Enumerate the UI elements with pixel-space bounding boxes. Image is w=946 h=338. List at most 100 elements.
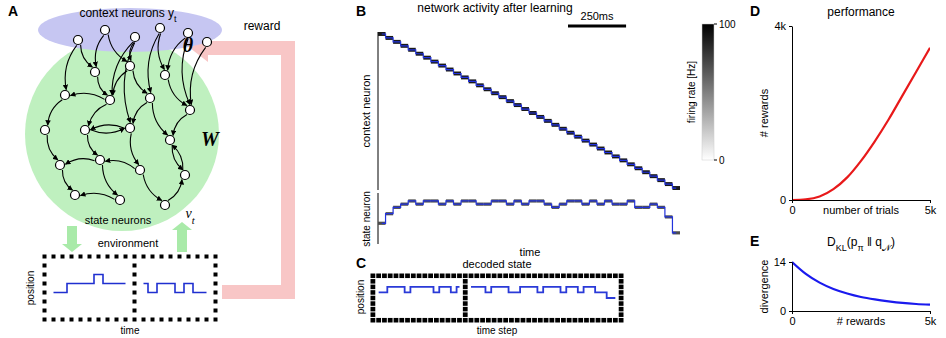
label-part: t bbox=[192, 215, 196, 226]
wall bbox=[405, 274, 410, 279]
wall bbox=[376, 318, 381, 323]
wall bbox=[43, 255, 47, 259]
environment-label: environment bbox=[98, 237, 159, 249]
wall bbox=[422, 274, 427, 279]
wall bbox=[70, 255, 74, 259]
wall bbox=[371, 318, 376, 323]
wall bbox=[573, 274, 578, 279]
neuron bbox=[203, 38, 212, 47]
connection bbox=[172, 145, 183, 170]
context-trace bbox=[382, 34, 676, 188]
wall bbox=[52, 255, 56, 259]
state-trace bbox=[382, 201, 676, 233]
connection bbox=[70, 93, 104, 99]
neuron bbox=[161, 201, 170, 210]
connection bbox=[62, 170, 72, 190]
wall bbox=[388, 274, 393, 279]
connection bbox=[89, 104, 107, 126]
wall bbox=[590, 274, 595, 279]
wall bbox=[446, 274, 451, 279]
label-part: ) bbox=[891, 235, 895, 249]
wall bbox=[371, 301, 376, 306]
wall bbox=[532, 318, 537, 323]
wall bbox=[463, 318, 468, 323]
title: network activity after learning bbox=[417, 1, 572, 15]
wall bbox=[492, 274, 497, 279]
episode-boundary bbox=[463, 312, 468, 317]
wall bbox=[371, 274, 376, 279]
wall bbox=[399, 318, 404, 323]
wall bbox=[521, 318, 526, 323]
wall bbox=[205, 255, 209, 259]
wall bbox=[411, 274, 416, 279]
neuron bbox=[126, 62, 135, 71]
wall bbox=[619, 296, 624, 301]
wall bbox=[486, 318, 491, 323]
tick: 0 bbox=[780, 305, 792, 317]
wall bbox=[394, 274, 399, 279]
wall bbox=[214, 282, 218, 286]
label-part: context neurons y bbox=[79, 6, 174, 20]
wall bbox=[561, 274, 566, 279]
tick-label: 0 bbox=[789, 315, 795, 327]
label-part: (p bbox=[847, 235, 858, 249]
wall bbox=[463, 274, 468, 279]
wall bbox=[142, 255, 146, 259]
raster-plot bbox=[378, 32, 680, 234]
panel-b: Bnetwork activity after learning250mscon… bbox=[356, 1, 736, 258]
y-axis: 0 14 bbox=[774, 256, 793, 317]
connection bbox=[47, 135, 58, 160]
connection bbox=[81, 45, 93, 67]
wall bbox=[469, 274, 474, 279]
wall bbox=[509, 274, 514, 279]
axis-line bbox=[378, 193, 379, 244]
neuron bbox=[181, 171, 190, 180]
wall bbox=[613, 274, 618, 279]
wall bbox=[52, 318, 56, 322]
figure: Acontext neurons ytWθrewardstate neurons… bbox=[0, 0, 946, 338]
connection bbox=[105, 160, 134, 168]
wall bbox=[601, 318, 606, 323]
axis-title: position bbox=[355, 280, 366, 314]
context-label: context neurons yt bbox=[79, 6, 177, 24]
neuron bbox=[116, 196, 125, 205]
connection bbox=[108, 35, 127, 62]
wall bbox=[521, 274, 526, 279]
neuron bbox=[61, 91, 70, 100]
wall bbox=[178, 318, 182, 322]
trajectory bbox=[54, 275, 207, 293]
tick-mark bbox=[930, 200, 931, 203]
wall bbox=[133, 255, 137, 259]
tick: 14 bbox=[774, 256, 792, 268]
neuron bbox=[131, 33, 140, 42]
wall bbox=[124, 318, 128, 322]
wall bbox=[457, 318, 462, 323]
wall bbox=[555, 318, 560, 323]
data-line bbox=[792, 262, 930, 305]
connection bbox=[158, 33, 164, 69]
connection bbox=[90, 125, 124, 130]
tick: 0 bbox=[789, 200, 795, 216]
connection bbox=[95, 35, 103, 66]
wall bbox=[619, 301, 624, 306]
episode-boundary bbox=[133, 309, 137, 313]
axis-line bbox=[378, 32, 379, 190]
tick: 4k bbox=[774, 20, 792, 32]
connection bbox=[133, 71, 147, 94]
wall bbox=[619, 290, 624, 295]
neuron bbox=[156, 24, 165, 33]
wall bbox=[515, 318, 520, 323]
wall bbox=[61, 318, 65, 322]
panel-label: E bbox=[750, 233, 759, 249]
wall bbox=[451, 274, 456, 279]
axis-title: # rewards bbox=[837, 315, 886, 327]
wall bbox=[538, 274, 543, 279]
wall bbox=[451, 318, 456, 323]
neuron bbox=[106, 96, 115, 105]
axis-line bbox=[793, 311, 931, 312]
wall bbox=[509, 318, 514, 323]
plot-area bbox=[792, 48, 930, 200]
neuron bbox=[91, 68, 100, 77]
wall bbox=[411, 318, 416, 323]
wall bbox=[376, 274, 381, 279]
